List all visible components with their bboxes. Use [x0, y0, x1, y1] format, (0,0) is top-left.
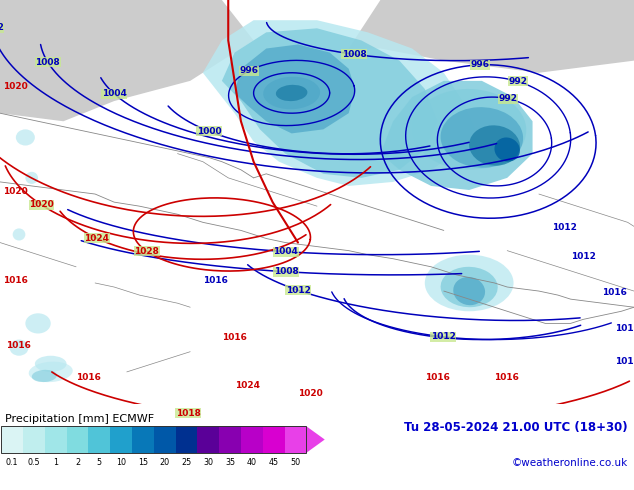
- Ellipse shape: [263, 77, 320, 109]
- Text: 1004: 1004: [273, 247, 298, 256]
- Text: 1016: 1016: [6, 341, 31, 350]
- Ellipse shape: [495, 138, 520, 162]
- Ellipse shape: [29, 362, 73, 382]
- Text: 50: 50: [290, 458, 301, 467]
- Text: 1016: 1016: [3, 276, 28, 285]
- Text: 1024: 1024: [84, 234, 109, 243]
- Text: 10: 10: [116, 458, 126, 467]
- Text: 1024: 1024: [235, 381, 259, 390]
- Text: 1: 1: [53, 458, 58, 467]
- Bar: [132, 426, 154, 453]
- Text: 1012: 1012: [615, 324, 634, 334]
- Ellipse shape: [412, 89, 526, 170]
- Text: 1028: 1028: [134, 247, 159, 256]
- Ellipse shape: [25, 313, 51, 334]
- Bar: [219, 426, 241, 453]
- Text: 1008: 1008: [274, 267, 299, 276]
- Ellipse shape: [16, 129, 35, 146]
- Text: 0.5: 0.5: [28, 458, 41, 467]
- Text: Tu 28-05-2024 21.00 UTC (18+30): Tu 28-05-2024 21.00 UTC (18+30): [404, 421, 628, 434]
- Text: Precipitation [mm] ECMWF: Precipitation [mm] ECMWF: [4, 414, 153, 424]
- Bar: [67, 426, 89, 453]
- Text: 992: 992: [508, 77, 527, 86]
- Text: ©weatheronline.co.uk: ©weatheronline.co.uk: [512, 458, 628, 467]
- Bar: [285, 426, 306, 453]
- Polygon shape: [235, 45, 355, 133]
- Text: 1000: 1000: [197, 127, 221, 136]
- Text: 1020: 1020: [298, 389, 323, 398]
- Text: 1016: 1016: [495, 373, 519, 382]
- Polygon shape: [0, 0, 254, 122]
- Bar: [23, 426, 45, 453]
- Text: 25: 25: [181, 458, 191, 467]
- Ellipse shape: [10, 340, 29, 356]
- Bar: [263, 426, 285, 453]
- Text: 0.1: 0.1: [6, 458, 18, 467]
- Text: 1008: 1008: [342, 50, 366, 59]
- Bar: [197, 426, 219, 453]
- Text: 1020: 1020: [29, 200, 54, 209]
- Text: 1018: 1018: [176, 409, 201, 418]
- Ellipse shape: [453, 277, 485, 305]
- Bar: [45, 426, 67, 453]
- Bar: [241, 426, 263, 453]
- Ellipse shape: [32, 370, 57, 382]
- Text: 1012: 1012: [286, 286, 311, 295]
- Polygon shape: [203, 20, 476, 186]
- Text: 2: 2: [75, 458, 80, 467]
- Text: 5: 5: [97, 458, 102, 467]
- Ellipse shape: [276, 85, 307, 101]
- Text: 1012: 1012: [552, 223, 576, 232]
- Polygon shape: [349, 0, 634, 73]
- Text: 1008: 1008: [36, 58, 60, 67]
- Text: 30: 30: [204, 458, 213, 467]
- Ellipse shape: [469, 125, 520, 166]
- Text: 1020: 1020: [3, 82, 28, 91]
- Text: 1020: 1020: [3, 187, 28, 196]
- Text: 1016: 1016: [425, 373, 450, 382]
- Ellipse shape: [25, 172, 38, 184]
- Text: 45: 45: [269, 458, 279, 467]
- Text: 1016: 1016: [222, 333, 247, 342]
- Text: 1012: 1012: [571, 252, 595, 261]
- Bar: [89, 426, 110, 453]
- Ellipse shape: [13, 228, 25, 241]
- Text: 996: 996: [239, 66, 258, 75]
- Bar: [1, 426, 23, 453]
- Text: 1012: 1012: [615, 357, 634, 366]
- Bar: [176, 426, 197, 453]
- Text: 1012: 1012: [0, 23, 4, 32]
- Polygon shape: [306, 426, 325, 453]
- Polygon shape: [380, 81, 533, 190]
- Ellipse shape: [441, 107, 523, 168]
- Bar: [154, 426, 176, 453]
- Text: 1016: 1016: [602, 288, 627, 297]
- Bar: [1, 426, 306, 453]
- Ellipse shape: [441, 267, 498, 307]
- Ellipse shape: [35, 356, 67, 372]
- Text: 1016: 1016: [203, 276, 228, 285]
- Text: 1016: 1016: [76, 373, 101, 382]
- Text: 20: 20: [160, 458, 170, 467]
- Bar: [110, 426, 132, 453]
- Text: 996: 996: [470, 60, 489, 70]
- Text: 40: 40: [247, 458, 257, 467]
- Ellipse shape: [425, 255, 514, 311]
- Text: 992: 992: [498, 94, 517, 103]
- Text: 1004: 1004: [101, 89, 127, 98]
- Text: 15: 15: [138, 458, 148, 467]
- Text: 35: 35: [225, 458, 235, 467]
- Text: 1012: 1012: [430, 332, 455, 341]
- Polygon shape: [222, 28, 437, 178]
